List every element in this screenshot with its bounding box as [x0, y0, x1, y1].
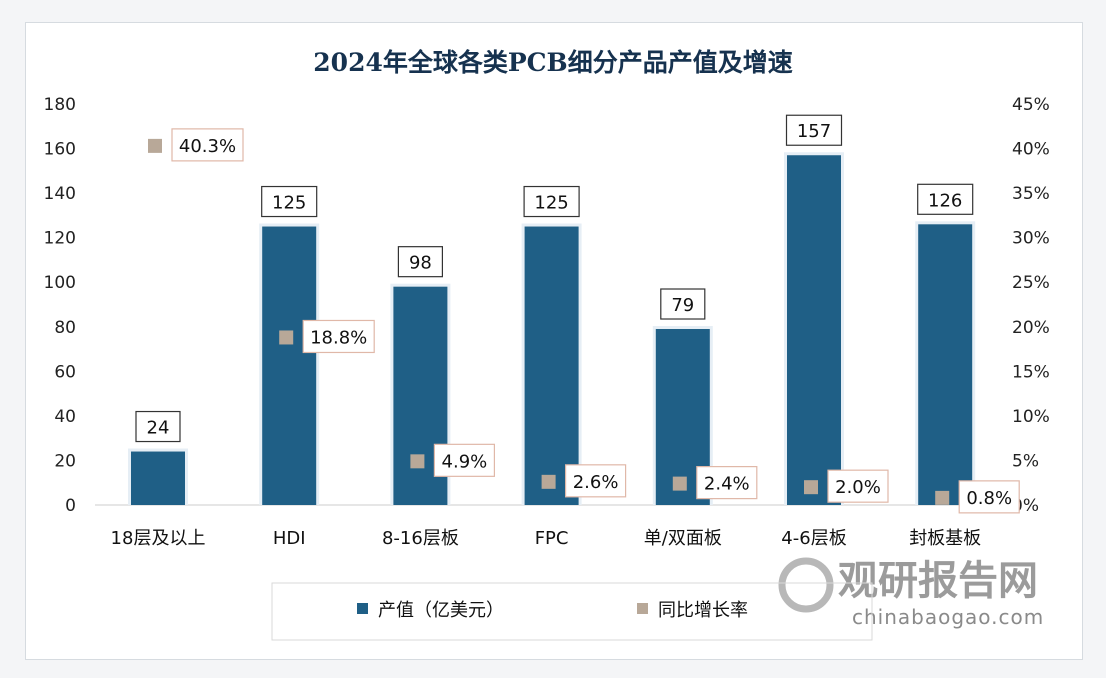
growth-point [410, 454, 425, 469]
growth-label-box [696, 466, 758, 500]
bar-label: 126 [928, 190, 962, 211]
watermark-en: chinabaogao.com [852, 605, 1044, 629]
legend-label-bar: 产值（亿美元） [378, 600, 504, 621]
x-tick-label: FPC [535, 528, 569, 549]
y-tick-label: 100 [44, 273, 76, 293]
y2-tick-label: 25% [1012, 273, 1050, 293]
y2-tick-label: 10% [1012, 407, 1050, 427]
bar-label: 125 [272, 193, 306, 214]
y2-tick-label: 30% [1012, 229, 1050, 249]
watermark-logo-icon [778, 557, 834, 613]
watermark: 观研报告网 chinabaogao.com [778, 557, 1044, 629]
y-tick-label: 80 [54, 318, 76, 338]
legend: 产值（亿美元） 同比增长率 [271, 582, 873, 641]
growth-label-box [302, 319, 375, 354]
x-tick-label: 4-6层板 [781, 528, 846, 549]
bar-label-box [397, 246, 443, 278]
bar-label: 157 [797, 121, 831, 142]
y2-tick-label: 40% [1012, 140, 1050, 160]
legend-label-growth: 同比增长率 [658, 600, 748, 621]
x-tick-label: HDI [273, 528, 306, 549]
y2-tick-label: 5% [1012, 451, 1039, 471]
y-tick-label: 60 [54, 362, 76, 382]
bar-label-box [917, 183, 974, 215]
growth-point [541, 474, 556, 489]
y-tick-label: 140 [44, 184, 76, 204]
growth-label: 2.6% [573, 472, 619, 493]
bar-label: 125 [534, 193, 568, 214]
bar [524, 226, 579, 505]
y-tick-label: 180 [44, 95, 76, 115]
bar-label-box [261, 185, 318, 218]
growth-point [279, 330, 294, 345]
x-tick-label: 8-16层板 [382, 528, 459, 549]
y-tick-label: 160 [44, 140, 76, 160]
y-tick-label: 40 [54, 407, 76, 427]
bar-label-box [523, 185, 580, 218]
bar [131, 451, 185, 505]
y-tick-label: 20 [54, 451, 76, 471]
growth-point [672, 476, 687, 491]
growth-point [804, 480, 818, 495]
y2-tick-label: 20% [1012, 318, 1050, 338]
growth-label: 40.3% [179, 136, 236, 157]
growth-label: 18.8% [310, 327, 367, 348]
bar-label-box [660, 288, 706, 320]
bar-label-box [785, 114, 843, 146]
bar-label: 24 [147, 418, 170, 439]
growth-label-box [958, 480, 1020, 514]
bar [787, 155, 841, 505]
growth-label-box [827, 469, 889, 503]
bar-label: 79 [671, 295, 694, 316]
legend-swatch-bar [357, 603, 368, 614]
growth-point [148, 138, 162, 153]
growth-point [935, 490, 950, 505]
y2-tick-label: 45% [1012, 95, 1050, 115]
growth-label: 4.9% [442, 451, 488, 472]
growth-label: 2.4% [704, 474, 750, 495]
x-tick-label: 18层及以上 [111, 528, 206, 549]
x-tick-label: 封板基板 [909, 528, 981, 549]
y-tick-label: 0 [65, 496, 76, 516]
bar-label: 98 [409, 253, 432, 274]
growth-label-box [564, 464, 627, 498]
x-tick-label: 单/双面板 [644, 528, 722, 549]
bar [262, 226, 317, 505]
chart-title: 2024年全球各类PCB细分产品产值及增速 [313, 48, 792, 77]
bar [918, 224, 973, 506]
y-tick-label: 120 [44, 229, 76, 249]
legend-swatch-growth [637, 603, 648, 614]
watermark-cn: 观研报告网 [838, 558, 1038, 604]
growth-label: 0.8% [966, 488, 1012, 509]
bar-label-box [135, 410, 181, 443]
growth-label-box [171, 128, 244, 162]
y2-tick-label: 15% [1012, 362, 1050, 382]
growth-label: 2.0% [835, 477, 881, 498]
legend-box [271, 582, 873, 641]
growth-label-box [433, 443, 495, 477]
y2-tick-label: 35% [1012, 184, 1050, 204]
